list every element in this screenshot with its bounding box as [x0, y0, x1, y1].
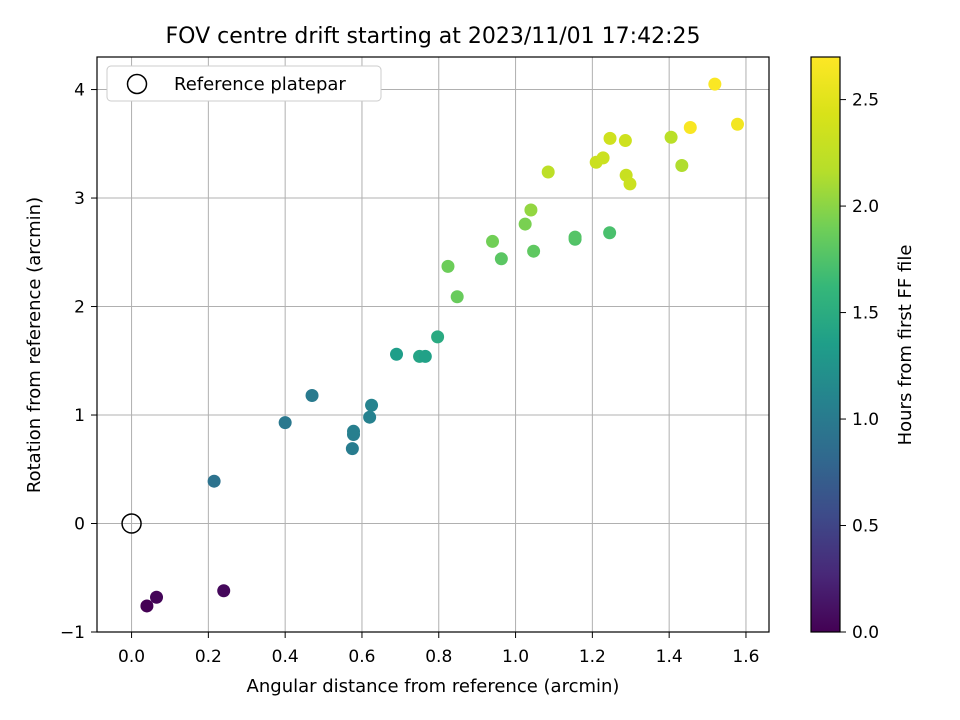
- colorbar-gradient: [810, 56, 841, 633]
- data-point: [486, 234, 500, 248]
- x-tick-label: 0.0: [118, 647, 145, 667]
- x-axis-label: Angular distance from reference (arcmin): [247, 676, 620, 697]
- colorbar-tick-label: 2.5: [852, 91, 879, 111]
- data-point: [363, 410, 377, 424]
- data-point: [527, 244, 541, 258]
- data-point: [603, 226, 617, 240]
- data-point: [731, 117, 745, 131]
- x-tick-label: 1.2: [579, 647, 606, 667]
- data-point: [683, 121, 697, 135]
- x-tick-label: 1.0: [502, 647, 529, 667]
- data-point: [494, 252, 508, 266]
- y-tick-label: 0: [74, 515, 85, 535]
- y-tick-label: 2: [74, 298, 85, 318]
- data-point: [278, 416, 292, 430]
- x-tick-label: 0.4: [272, 647, 299, 667]
- data-point: [596, 151, 610, 165]
- reference-platepar-marker: [121, 513, 142, 534]
- plot-frame: [96, 56, 770, 633]
- data-point: [664, 130, 678, 144]
- data-point: [450, 290, 464, 304]
- data-point: [347, 424, 361, 438]
- x-tick-label: 1.6: [732, 647, 759, 667]
- y-axis: −1 0 1 2 3 4: [60, 81, 97, 643]
- data-point: [568, 230, 582, 244]
- plot-area: [96, 56, 770, 633]
- data-point: [431, 330, 445, 344]
- data-point: [618, 134, 632, 148]
- data-point: [345, 442, 359, 456]
- colorbar-tick-label: 0.5: [852, 517, 879, 537]
- colorbar-tick-label: 2.0: [852, 197, 879, 217]
- data-point: [541, 165, 555, 179]
- colorbar: 0.0 0.5 1.0 1.5 2.0 2.5 Hours from first FF f…: [810, 56, 916, 643]
- y-tick-label: 1: [74, 406, 85, 426]
- data-point: [207, 474, 221, 488]
- y-tick-label: 4: [74, 81, 85, 101]
- chart-title: FOV centre drift starting at 2023/11/01 …: [166, 24, 701, 49]
- grid-lines: [97, 57, 769, 633]
- data-point: [365, 398, 379, 412]
- data-point: [390, 347, 404, 361]
- data-point: [140, 599, 154, 613]
- x-tick-label: 0.2: [195, 647, 222, 667]
- data-point: [418, 349, 432, 363]
- legend-label: Reference platepar: [174, 74, 346, 95]
- data-point: [217, 584, 231, 598]
- data-point: [305, 388, 319, 402]
- x-axis: 0.0 0.2 0.4 0.6 0.8 1.0 1.2 1.4 1.6: [118, 632, 759, 667]
- legend: Reference platepar: [106, 65, 382, 102]
- colorbar-label: Hours from first FF file: [895, 245, 916, 446]
- legend-box: [106, 65, 382, 102]
- y-axis-label: Rotation from reference (arcmin): [24, 197, 45, 493]
- data-point: [708, 77, 722, 91]
- data-point: [150, 590, 164, 604]
- x-tick-label: 0.6: [348, 647, 375, 667]
- y-tick-label: −1: [60, 623, 85, 643]
- data-point: [524, 203, 538, 217]
- data-point: [518, 217, 532, 231]
- legend-marker: [126, 73, 148, 95]
- data-point: [623, 177, 637, 191]
- data-point: [441, 259, 455, 273]
- y-tick-label: 3: [74, 189, 85, 209]
- data-point: [675, 158, 689, 172]
- data-point: [603, 131, 617, 145]
- x-tick-label: 0.8: [425, 647, 452, 667]
- scatter-points: [140, 77, 745, 613]
- x-tick-label: 1.4: [656, 647, 683, 667]
- colorbar-tick-label: 1.0: [852, 410, 879, 430]
- colorbar-tick-label: 1.5: [852, 304, 879, 324]
- colorbar-tick-label: 0.0: [852, 623, 879, 643]
- colorbar-ticks: 0.0 0.5 1.0 1.5 2.0 2.5: [840, 91, 879, 643]
